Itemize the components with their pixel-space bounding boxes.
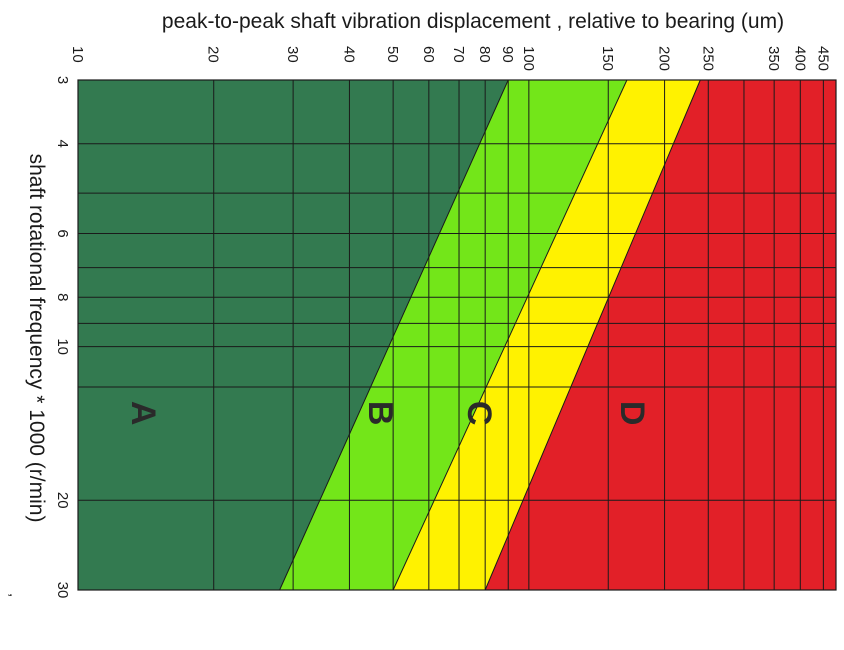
boundary-a-b (279, 79, 509, 591)
x-tick-label-350: 350 (765, 46, 782, 71)
x-tick-label-100: 100 (520, 46, 537, 71)
x-tick-label-30: 30 (284, 46, 301, 63)
stray-comma-mark: , (6, 593, 23, 597)
boundary-c-d (484, 79, 701, 591)
x-tick-label-450: 450 (814, 46, 831, 71)
y-tick-label-4: 4 (54, 140, 71, 148)
x-tick-label-60: 60 (420, 46, 437, 63)
zone-label-b: B (361, 401, 399, 426)
x-tick-label-50: 50 (384, 46, 401, 63)
y-tick-label-3: 3 (54, 76, 71, 84)
side-axis-title: shaft rotational frequency * 1000 (r/min… (25, 154, 48, 523)
zone-label-d: D (613, 401, 651, 426)
x-tick-label-250: 250 (699, 46, 716, 71)
y-tick-label-20: 20 (54, 492, 71, 509)
x-tick-label-90: 90 (499, 46, 516, 63)
x-tick-label-80: 80 (476, 46, 493, 63)
zone-label-a: A (124, 401, 162, 426)
top-axis-title: peak-to-peak shaft vibration displacemen… (162, 10, 784, 33)
x-tick-label-70: 70 (450, 46, 467, 63)
zone-labels: A B C D (124, 401, 651, 426)
x-tick-label-10: 10 (69, 46, 86, 63)
zone-fills (78, 80, 836, 590)
y-tick-label-6: 6 (54, 229, 71, 237)
x-tick-labels: 10 20 30 40 50 60 70 80 90 100 150 200 250 350 400 450 (69, 46, 831, 71)
x-tick-label-200: 200 (656, 46, 673, 71)
y-tick-labels: 3 4 6 8 10 20 30 (54, 76, 71, 599)
grid-lines (78, 80, 836, 590)
x-tick-label-40: 40 (340, 46, 357, 63)
zone-d-area (485, 80, 836, 590)
plot-frame (77, 79, 837, 591)
y-tick-label-30: 30 (54, 582, 71, 599)
y-tick-label-10: 10 (54, 338, 71, 355)
x-tick-label-20: 20 (205, 46, 222, 63)
x-tick-label-150: 150 (599, 46, 616, 71)
zone-b-area (279, 80, 627, 590)
zone-c-area (393, 80, 701, 590)
zone-boundaries (279, 79, 701, 591)
y-tick-label-8: 8 (54, 293, 71, 301)
x-tick-label-400: 400 (791, 46, 808, 71)
boundary-b-c (392, 79, 628, 591)
zone-label-c: C (460, 401, 498, 426)
